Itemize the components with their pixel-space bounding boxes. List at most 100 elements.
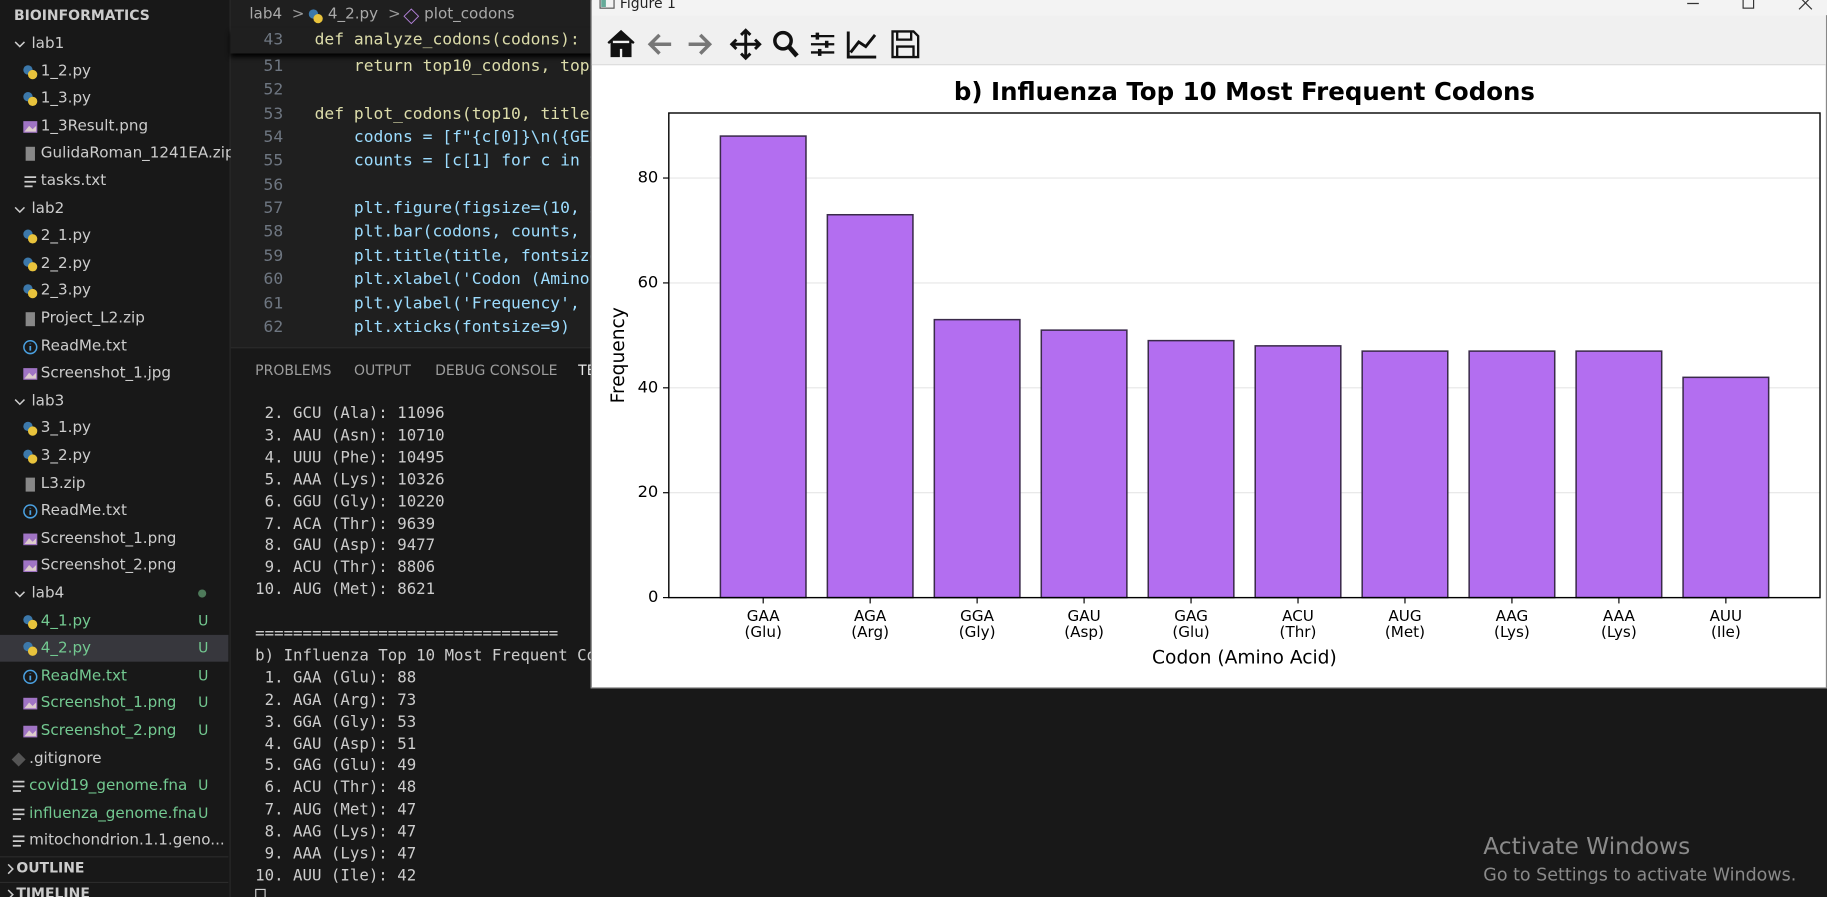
terminal-line: 7. ACA (Thr): 9639 (255, 514, 436, 533)
terminal-line: 5. AAA (Lys): 10326 (255, 470, 445, 489)
file-item[interactable]: .gitignore (0, 745, 228, 772)
file-icon (25, 477, 35, 492)
watermark-title: Activate Windows (1483, 831, 1691, 860)
file-icon (7, 889, 14, 897)
file-item[interactable]: Screenshot_1.jpg (0, 360, 228, 387)
bar (1468, 350, 1556, 599)
section-header[interactable] (0, 856, 229, 883)
x-tick-label: AUU (Ile) (1709, 608, 1743, 642)
item-label: Screenshot_1.png (40, 529, 177, 548)
item-label: Screenshot_2.png (40, 557, 177, 575)
toolbar-icons[interactable] (604, 27, 942, 62)
section-title: TIMELINE (16, 885, 90, 897)
file-item[interactable]: 1_3Result.png (0, 113, 228, 140)
item-label: L3.zip (40, 474, 86, 493)
file-item[interactable]: GulidaRoman_1241EA.zip (0, 140, 235, 167)
file-item[interactable]: 4_1.py U (0, 608, 228, 635)
folder-item[interactable]: lab3 (0, 388, 228, 415)
y-tick-label: 40 (638, 377, 659, 396)
folder-item[interactable]: lab1 (0, 30, 228, 57)
terminal-line: 10. AUG (Met): 8621 (255, 580, 436, 599)
icon-shape (24, 125, 37, 132)
file-icon (14, 591, 26, 598)
terminal-line: 4. GAU (Asp): 51 (255, 734, 417, 754)
folder-item[interactable]: lab2 (0, 195, 228, 222)
symbol-icon (403, 8, 420, 25)
file-item[interactable]: Screenshot_1.png (0, 525, 228, 552)
icon-shape (24, 730, 37, 737)
line-number: 55 (263, 151, 284, 171)
file-item[interactable]: 2_3.py (0, 278, 228, 305)
file-item[interactable]: influenza_genome.fna U (0, 800, 228, 827)
file-item[interactable]: ReadMe.txt (0, 333, 228, 360)
file-item[interactable]: 1_3.py (0, 85, 228, 112)
file-icon (23, 669, 38, 684)
breadcrumb[interactable]: plot_codons (424, 5, 515, 24)
file-item[interactable]: 1_2.py (0, 58, 228, 85)
breadcrumb[interactable]: 4_2.py (327, 5, 379, 24)
item-label: 3_2.py (40, 447, 92, 465)
folder-item[interactable]: lab4 (0, 580, 228, 607)
git-status: U (198, 612, 209, 629)
file-item[interactable]: Screenshot_1.png U (0, 690, 228, 717)
icon-shape (27, 289, 38, 299)
file-icon (23, 614, 38, 629)
panel-tab[interactable]: PROBLEMS (255, 362, 332, 379)
file-item[interactable]: 3_1.py (0, 415, 228, 442)
y-axis-label: Frequency (608, 307, 629, 403)
file-item[interactable]: Screenshot_2.png U (0, 718, 228, 745)
file-icon (23, 339, 38, 354)
line-number: 57 (263, 199, 284, 218)
code-line: plt.figure(figsize=(10, 5 (314, 199, 600, 218)
file-icon (12, 781, 25, 793)
file-item[interactable]: L3.zip (0, 470, 228, 497)
window-controls[interactable] (1676, 0, 1827, 15)
file-icon (12, 808, 25, 820)
window-icon (599, 0, 615, 9)
terminal-line: 2. GCU (Ala): 11096 (255, 404, 445, 423)
file-icon (25, 312, 35, 327)
file-item[interactable]: mitochondrion.1.1.geno... (0, 828, 228, 855)
item-label: Project_L2.zip (40, 309, 145, 328)
panel-tab[interactable]: OUTPUT (353, 362, 411, 379)
item-label: 4_2.py (40, 639, 92, 658)
panel-tab[interactable]: DEBUG CONSOLE (435, 362, 558, 379)
file-icon (12, 836, 25, 848)
code-line: return top10_codons, top3 (314, 57, 600, 76)
file-item[interactable]: 2_2.py (0, 250, 228, 277)
item-label: ReadMe.txt (40, 667, 127, 685)
line-number: 56 (263, 175, 284, 195)
x-tick-label: AGA (Arg) (851, 608, 890, 642)
code-line: def plot_codons(top10, title, (314, 104, 600, 124)
icon-shape (12, 808, 25, 820)
item-label: 1_3Result.png (40, 117, 149, 135)
y-tick-label: 80 (638, 168, 659, 187)
terminal-line: 2. AGA (Arg): 73 (255, 690, 417, 710)
modified-dot (198, 589, 207, 598)
file-item[interactable]: ReadMe.txt U (0, 663, 228, 690)
file-item[interactable]: tasks.txt (0, 168, 228, 195)
section-header[interactable] (0, 881, 229, 897)
file-item[interactable]: Project_L2.zip (0, 305, 228, 332)
y-tick-label: 20 (638, 482, 659, 501)
line-number: 43 (263, 30, 284, 49)
file-item[interactable]: 4_2.py U (0, 635, 229, 662)
file-item[interactable]: 3_2.py (0, 443, 228, 470)
item-label: lab3 (31, 392, 65, 410)
file-item[interactable]: ReadMe.txt (0, 498, 228, 525)
file-icon (23, 642, 38, 657)
breadcrumb[interactable]: lab4 (249, 5, 283, 24)
terminal-line: 8. GAU (Asp): 9477 (255, 536, 436, 555)
x-tick-label: GAA (Glu) (744, 608, 782, 642)
bar (1575, 350, 1663, 599)
y-tick-label: 60 (638, 272, 659, 291)
file-item[interactable]: covid19_genome.fna U (0, 773, 228, 800)
x-tick-labels: GAA (Glu) AGA (Arg) GGA (Gly) GAU (Asp) GAG … (591, 0, 1827, 688)
file-item[interactable]: 2_1.py (0, 223, 228, 250)
file-item[interactable]: Screenshot_2.png (0, 553, 228, 580)
item-label: tasks.txt (40, 172, 107, 190)
item-label: Screenshot_2.png (40, 722, 177, 740)
figure-window: Figure 1 b) Influenza Top 10 Most Freque… (590, 0, 1827, 689)
x-tick-label: GAG (Glu) (1172, 608, 1210, 642)
file-icon (23, 284, 38, 299)
